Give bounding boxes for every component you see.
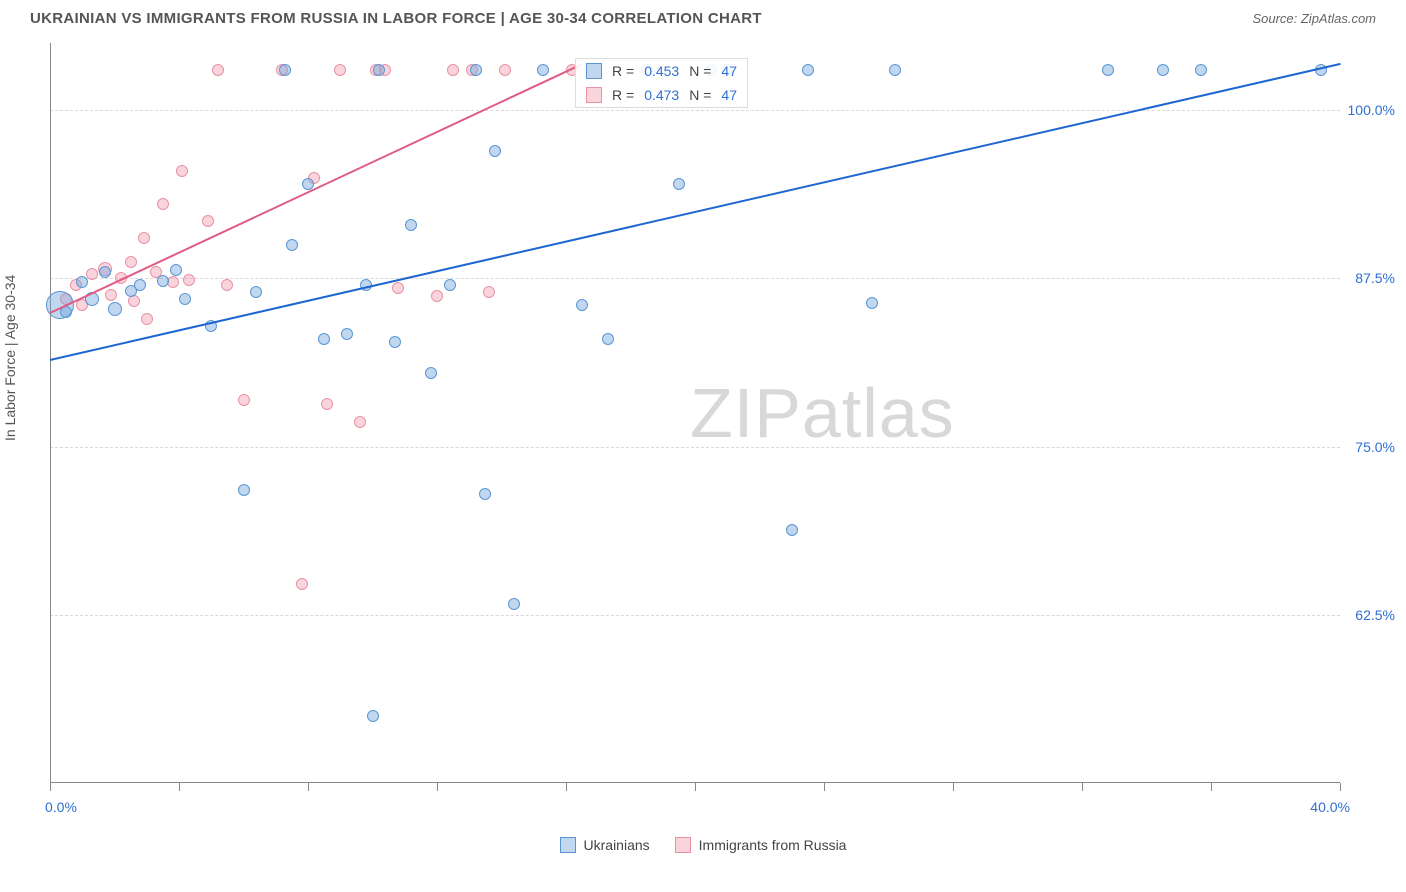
x-tick: [437, 783, 438, 791]
data-point-pink: [354, 416, 366, 428]
data-point-blue: [444, 279, 456, 291]
legend-label-russia: Immigrants from Russia: [699, 837, 847, 853]
x-tick: [695, 783, 696, 791]
data-point-blue: [286, 239, 298, 251]
y-axis: [50, 43, 51, 783]
data-point-pink: [431, 290, 443, 302]
y-tick-label: 100.0%: [1348, 102, 1395, 118]
data-point-pink: [499, 64, 511, 76]
legend-item-russia: Immigrants from Russia: [675, 837, 847, 853]
data-point-blue: [170, 264, 182, 276]
x-tick: [1082, 783, 1083, 791]
data-point-blue: [508, 598, 520, 610]
x-tick: [953, 783, 954, 791]
chart-title: UKRAINIAN VS IMMIGRANTS FROM RUSSIA IN L…: [30, 10, 762, 27]
gridline: [50, 447, 1340, 448]
y-tick-label: 62.5%: [1355, 607, 1395, 623]
data-point-blue: [238, 484, 250, 496]
plot-region: 62.5%75.0%87.5%100.0%0.0%40.0%ZIPatlasR …: [50, 43, 1340, 783]
data-point-pink: [392, 282, 404, 294]
data-point-blue: [866, 297, 878, 309]
legend: Ukrainians Immigrants from Russia: [0, 837, 1406, 853]
x-tick: [1340, 783, 1341, 791]
data-point-pink: [296, 578, 308, 590]
data-point-blue: [1102, 64, 1114, 76]
stats-swatch-pink: [586, 87, 602, 103]
data-point-blue: [489, 145, 501, 157]
x-max-label: 40.0%: [1310, 799, 1350, 815]
data-point-pink: [176, 165, 188, 177]
legend-swatch-pink: [675, 837, 691, 853]
data-point-blue: [179, 293, 191, 305]
data-point-blue: [1195, 64, 1207, 76]
data-point-pink: [202, 215, 214, 227]
x-tick: [308, 783, 309, 791]
data-point-pink: [141, 313, 153, 325]
data-point-pink: [125, 256, 137, 268]
data-point-blue: [318, 333, 330, 345]
legend-label-ukrainians: Ukrainians: [584, 837, 650, 853]
x-tick: [566, 783, 567, 791]
data-point-blue: [250, 286, 262, 298]
y-tick-label: 75.0%: [1355, 439, 1395, 455]
data-point-blue: [673, 178, 685, 190]
trend-line-pink: [50, 63, 583, 314]
watermark: ZIPatlas: [690, 373, 955, 453]
data-point-pink: [157, 198, 169, 210]
x-tick: [1211, 783, 1212, 791]
data-point-blue: [125, 285, 137, 297]
y-tick-label: 87.5%: [1355, 270, 1395, 286]
data-point-blue: [341, 328, 353, 340]
data-point-pink: [183, 274, 195, 286]
gridline: [50, 110, 1340, 111]
x-min-label: 0.0%: [45, 799, 77, 815]
data-point-blue: [479, 488, 491, 500]
data-point-pink: [447, 64, 459, 76]
data-point-blue: [786, 524, 798, 536]
stats-row-blue: R =0.453N =47: [576, 59, 747, 83]
source-label: Source: ZipAtlas.com: [1252, 11, 1376, 26]
stats-swatch-blue: [586, 63, 602, 79]
data-point-pink: [105, 289, 117, 301]
data-point-blue: [99, 266, 111, 278]
chart-area: In Labor Force | Age 30-34 62.5%75.0%87.…: [0, 33, 1406, 883]
data-point-blue: [425, 367, 437, 379]
data-point-pink: [334, 64, 346, 76]
data-point-blue: [470, 64, 482, 76]
data-point-pink: [321, 398, 333, 410]
data-point-blue: [76, 276, 88, 288]
data-point-blue: [367, 710, 379, 722]
gridline: [50, 615, 1340, 616]
x-tick: [179, 783, 180, 791]
data-point-blue: [405, 219, 417, 231]
y-axis-label: In Labor Force | Age 30-34: [2, 275, 18, 441]
legend-swatch-blue: [560, 837, 576, 853]
data-point-pink: [212, 64, 224, 76]
data-point-blue: [279, 64, 291, 76]
data-point-pink: [138, 232, 150, 244]
x-tick: [50, 783, 51, 791]
data-point-pink: [86, 268, 98, 280]
data-point-blue: [157, 275, 169, 287]
data-point-blue: [1157, 64, 1169, 76]
stats-box: R =0.453N =47R =0.473N =47: [575, 58, 748, 108]
data-point-blue: [537, 64, 549, 76]
chart-header: UKRAINIAN VS IMMIGRANTS FROM RUSSIA IN L…: [0, 0, 1406, 33]
legend-item-ukrainians: Ukrainians: [560, 837, 650, 853]
data-point-blue: [889, 64, 901, 76]
data-point-blue: [389, 336, 401, 348]
gridline: [50, 278, 1340, 279]
data-point-blue: [373, 64, 385, 76]
x-tick: [824, 783, 825, 791]
data-point-pink: [128, 295, 140, 307]
data-point-pink: [483, 286, 495, 298]
data-point-blue: [108, 302, 122, 316]
data-point-pink: [221, 279, 233, 291]
data-point-blue: [576, 299, 588, 311]
stats-row-pink: R =0.473N =47: [576, 83, 747, 107]
data-point-pink: [238, 394, 250, 406]
data-point-blue: [602, 333, 614, 345]
data-point-blue: [802, 64, 814, 76]
